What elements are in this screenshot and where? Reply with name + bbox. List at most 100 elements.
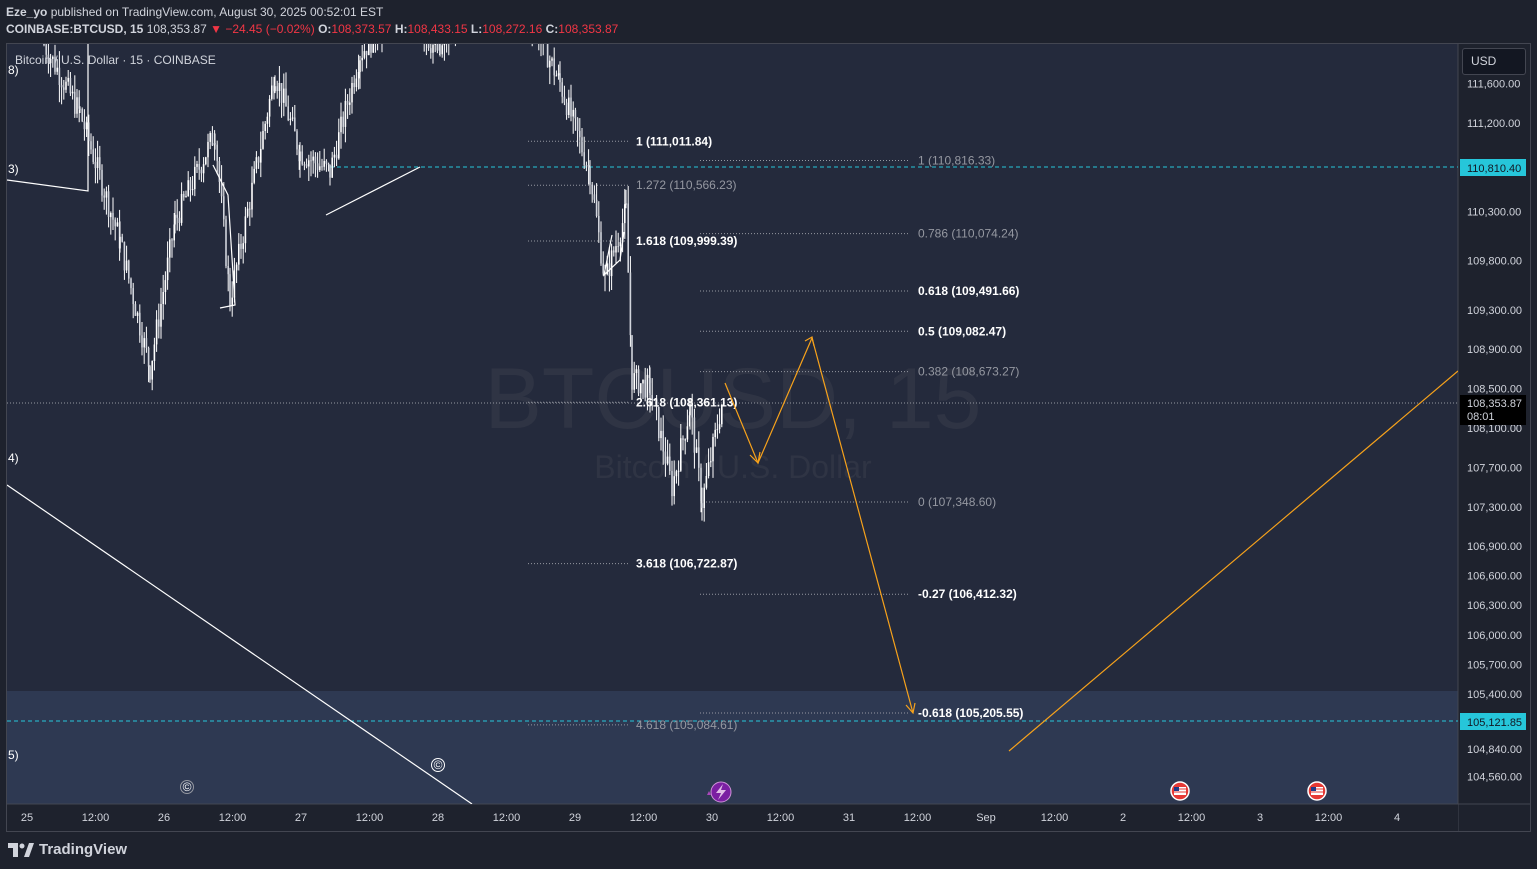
candle-body: [200, 169, 203, 174]
x-tick-label: 12:00: [767, 812, 795, 824]
projection-path[interactable]: [724, 336, 1458, 752]
candle-body: [114, 219, 116, 227]
candle-body: [589, 167, 591, 185]
candle-body: [511, 0, 513, 1]
author-name[interactable]: Eze_yo: [6, 5, 48, 19]
candle-body: [231, 297, 233, 306]
candle-body: [579, 130, 581, 138]
candle-body: [617, 246, 619, 248]
candle-body: [627, 203, 629, 273]
candle-body: [149, 366, 151, 380]
watermark-name: Bitcoin / U.S. Dollar: [594, 449, 872, 485]
x-tick-label: 30: [706, 812, 718, 824]
candle-body: [299, 151, 301, 162]
candle-body: [689, 403, 691, 416]
candle-body: [176, 214, 178, 218]
candle-body: [388, 17, 390, 28]
candle-body: [546, 44, 549, 68]
candle-body: [522, 6, 524, 20]
x-tick-label: 12:00: [82, 812, 110, 824]
candle-body: [716, 429, 719, 431]
candle-body: [273, 85, 275, 92]
candle-body: [255, 157, 258, 169]
candle-body: [615, 246, 617, 253]
candle-body: [251, 182, 253, 210]
candle-body: [173, 224, 175, 241]
candle-body: [56, 67, 58, 72]
chart-pane[interactable]: [7, 44, 1458, 804]
candle-body: [386, 13, 388, 18]
candle-body: [92, 149, 94, 162]
candle-body: [125, 260, 128, 271]
fib-extension-label: 1 (111,011.84): [636, 134, 712, 148]
us-flag-icon[interactable]: [1307, 781, 1327, 801]
candle-body: [178, 217, 181, 223]
x-tick-label: 28: [432, 812, 444, 824]
candle-body: [379, 40, 381, 42]
candle-body: [171, 239, 173, 241]
candle-body: [85, 122, 88, 130]
candle-body: [166, 257, 169, 281]
symbol-interval[interactable]: COINBASE:BTCUSD, 15: [6, 22, 144, 36]
candle-body: [436, 44, 439, 51]
candle-body: [351, 83, 353, 103]
candle-body: [695, 447, 698, 453]
candle-body: [119, 236, 121, 249]
time-axis[interactable]: [7, 804, 1458, 832]
candle-body: [78, 97, 80, 109]
candle-body: [340, 116, 342, 133]
candle-body: [216, 144, 218, 162]
last-price-tag[interactable]: [1460, 395, 1526, 425]
x-tick-label: 29: [569, 812, 581, 824]
candle-body: [139, 312, 141, 336]
y-tick-label: 111,200.00: [1467, 118, 1520, 130]
x-tick-label: 12:00: [356, 812, 384, 824]
level-price-tag-upper[interactable]: [1460, 159, 1526, 176]
candle-body: [498, 0, 500, 9]
tradingview-logo[interactable]: TradingView: [8, 841, 127, 858]
us-flag-icon[interactable]: [1170, 781, 1190, 801]
candle-body: [392, 1, 394, 9]
fib-extension-label: 1.272 (110,566.23): [636, 178, 737, 192]
candle-body: [644, 379, 646, 398]
candle-body: [209, 133, 211, 142]
candle-body: [536, 27, 538, 28]
level-price-tag-lower[interactable]: [1460, 713, 1526, 730]
x-tick-label: 12:00: [1315, 812, 1343, 824]
candle-body: [346, 100, 349, 105]
candle-body: [570, 97, 572, 117]
y-tick-label: 106,900.00: [1467, 541, 1522, 553]
candle-body: [675, 471, 678, 477]
wave-label-c-left: ©: [183, 780, 192, 794]
chart-header: Eze_yo published on TradingView.com, Aug…: [0, 0, 1537, 42]
high-label: H:: [394, 22, 408, 36]
candle-body: [565, 102, 568, 115]
lightning-icon[interactable]: [707, 781, 732, 803]
candle-body: [69, 77, 72, 94]
candle-body: [520, 7, 522, 19]
wave-lines[interactable]: [7, 44, 625, 804]
candle-body: [372, 44, 374, 53]
candle-body: [262, 131, 264, 149]
candle-body: [353, 83, 355, 88]
candle-body: [76, 97, 78, 114]
candle-body: [214, 143, 216, 145]
candle-body: [662, 430, 664, 452]
candle-body: [308, 160, 310, 167]
candle-body: [101, 169, 103, 196]
candle-body: [233, 270, 236, 298]
open-value: 108,373.57: [331, 22, 392, 36]
watermark-symbol: BTCUSD, 15: [484, 351, 981, 447]
candle-body: [700, 467, 702, 504]
candle-body: [344, 100, 347, 127]
candle-body: [595, 199, 598, 216]
candle-body: [296, 131, 298, 150]
y-tick-label: 108,100.00: [1467, 423, 1522, 435]
close-label: C:: [545, 22, 559, 36]
fib-extension-label: 1.618 (109,999.39): [636, 234, 737, 248]
candle-body: [718, 424, 721, 430]
currency-button[interactable]: USD: [1462, 48, 1526, 75]
candle-body: [621, 223, 624, 243]
chart-symbol-title[interactable]: Bitcoin / U.S. Dollar · 15 · COINBASE: [15, 53, 216, 67]
